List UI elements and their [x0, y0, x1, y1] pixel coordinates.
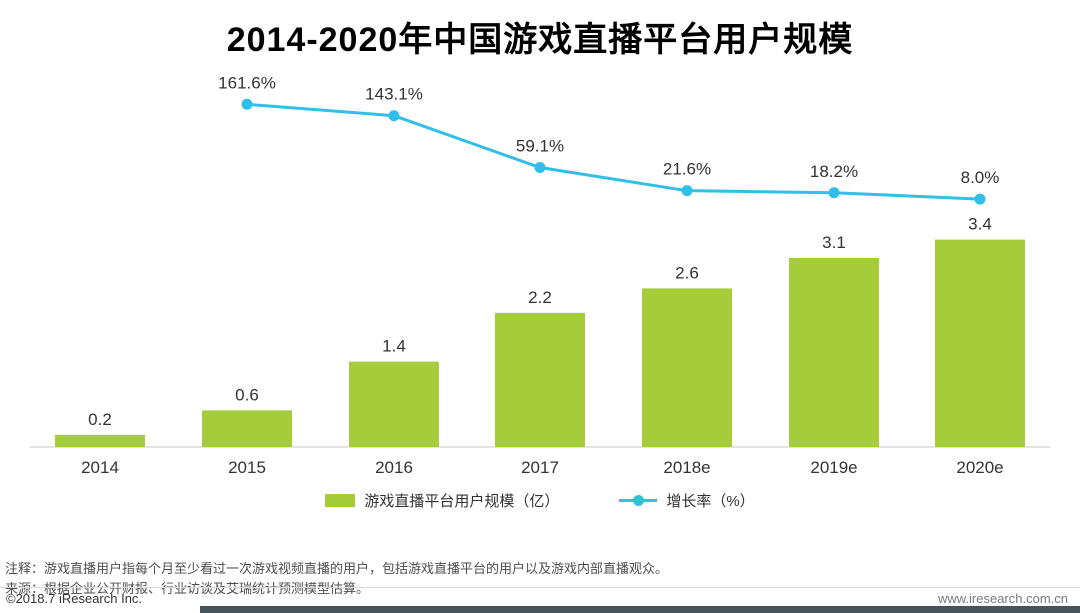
x-tick-label-2020e: 2020e	[956, 458, 1003, 477]
legend-item-bar: 游戏直播平台用户规模（亿）	[325, 490, 559, 511]
legend-line-label: 增长率（%）	[666, 493, 755, 510]
chart-legend: 游戏直播平台用户规模（亿） 增长率（%）	[0, 490, 1080, 511]
chart-area: 0.2 2014 0.6 2015 1.4 2016 2.2 2017 2.6 2018e 3.1 2…	[0, 62, 1080, 482]
page-footer: ©2018.7 iResearch Inc. www.iresearch.com…	[0, 587, 1080, 606]
bar-2016	[349, 361, 439, 447]
note-definition: 注释：游戏直播用户指每个月至少看过一次游戏视频直播的用户，包括游戏直播平台的用户…	[5, 561, 669, 576]
bar-value-label-2018e: 2.6	[675, 263, 699, 282]
website-text: www.iresearch.com.cn	[937, 591, 1068, 606]
bar-value-label-2017: 2.2	[528, 288, 552, 307]
bar-value-label-2019e: 3.1	[822, 233, 846, 252]
bar-value-label-2015: 0.6	[235, 385, 259, 404]
bar-2018e	[642, 288, 732, 447]
bar-2014	[55, 434, 145, 447]
bar-value-label-2014: 0.2	[88, 410, 112, 429]
x-tick-label-2015: 2015	[228, 458, 266, 477]
copyright-text: ©2018.7 iResearch Inc.	[6, 591, 143, 606]
legend-bar-label: 游戏直播平台用户规模（亿）	[364, 493, 560, 510]
line-series-swatch-icon	[619, 495, 658, 506]
line-point-2020e	[974, 193, 986, 205]
x-tick-label-2018e: 2018e	[663, 458, 710, 477]
line-value-label-2016: 143.1%	[365, 85, 423, 104]
chart-notes: 注释：游戏直播用户指每个月至少看过一次游戏视频直播的用户，包括游戏直播平台的用户…	[5, 559, 668, 599]
x-tick-label-2016: 2016	[375, 458, 413, 477]
x-tick-label-2017: 2017	[521, 458, 559, 477]
line-point-2016	[388, 110, 400, 122]
line-point-2015	[241, 98, 253, 110]
bar-2015	[202, 410, 292, 447]
chart-canvas: 0.2 2014 0.6 2015 1.4 2016 2.2 2017 2.6 2018e 3.1 2…	[30, 73, 1050, 477]
bar-2017	[495, 312, 585, 447]
legend-item-line: 增长率（%）	[619, 490, 755, 511]
bar-value-label-2020e: 3.4	[968, 215, 992, 234]
bar-2020e	[935, 239, 1025, 447]
line-value-label-2017: 59.1%	[516, 137, 564, 156]
x-tick-label-2019e: 2019e	[810, 458, 857, 477]
x-tick-label-2014: 2014	[81, 458, 119, 477]
growth-rate-line	[245, 102, 982, 201]
chart-title: 2014-2020年中国游戏直播平台用户规模	[226, 21, 854, 59]
bar-series-swatch-icon	[325, 494, 356, 507]
note-source: 来源：根据企业公开财报、行业访谈及艾瑞统计预测模型估算。	[5, 581, 370, 596]
footer-accent-bar	[200, 606, 1080, 613]
bar-value-label-2016: 1.4	[382, 337, 406, 356]
line-value-label-2020e: 8.0%	[961, 168, 1000, 187]
line-point-2019e	[828, 187, 840, 199]
line-value-label-2015: 161.6%	[218, 73, 276, 92]
line-point-2018e	[681, 185, 693, 197]
bar-2019e	[789, 257, 879, 447]
line-point-2017	[534, 162, 546, 174]
line-value-label-2019e: 18.2%	[810, 162, 858, 181]
line-value-label-2018e: 21.6%	[663, 160, 711, 179]
